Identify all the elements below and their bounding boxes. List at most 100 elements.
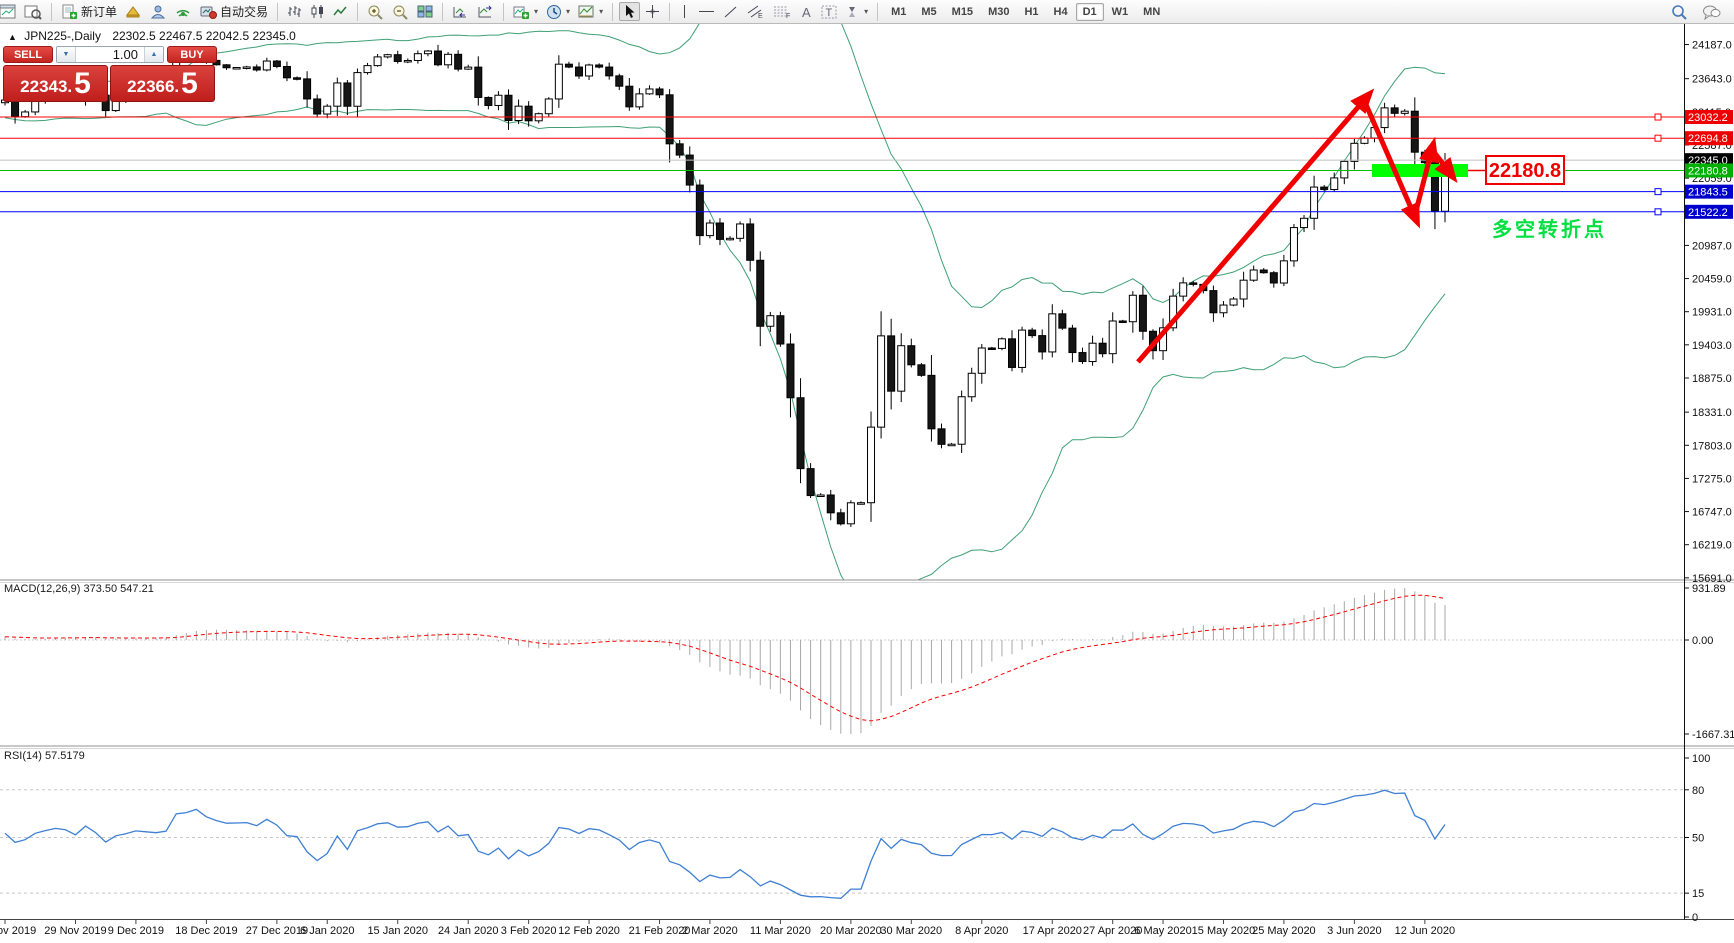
timeframe-w1[interactable]: W1 <box>1111 5 1129 18</box>
line-chart-icon[interactable] <box>330 3 351 20</box>
fibonacci-icon[interactable]: F <box>770 3 795 20</box>
dropdown-arrow-icon[interactable]: ▾ <box>864 7 869 16</box>
dropdown-arrow-icon[interactable]: ▾ <box>534 7 539 16</box>
timeframe-mn[interactable]: MN <box>1143 5 1161 18</box>
svg-text:F: F <box>786 13 790 19</box>
svg-text:3 Feb 2020: 3 Feb 2020 <box>501 925 557 937</box>
timeframe-group: M1 M5 M15 M30 H1 H4 D1 W1 MN <box>884 2 1167 21</box>
trend-arrow <box>1412 136 1439 216</box>
volume-input[interactable]: 1.00 <box>112 47 138 62</box>
arrows-icon[interactable]: ▾ <box>842 4 871 20</box>
trend-arrow <box>1361 99 1420 229</box>
periods-icon[interactable]: ▾ <box>543 3 573 21</box>
virtual-hosting-icon[interactable] <box>147 3 170 20</box>
channel-icon[interactable]: E <box>743 3 768 20</box>
svg-text:29 Nov 2019: 29 Nov 2019 <box>44 925 106 937</box>
search-icon[interactable] <box>1668 3 1691 21</box>
svg-text:80: 80 <box>1692 785 1704 797</box>
svg-text:20987.0: 20987.0 <box>1692 240 1732 252</box>
timeframe-h1[interactable]: H1 <box>1024 5 1039 18</box>
svg-text:8 Apr 2020: 8 Apr 2020 <box>955 925 1008 937</box>
svg-text:24 Jan 2020: 24 Jan 2020 <box>438 925 499 937</box>
data-window-icon[interactable] <box>21 3 45 21</box>
text-icon[interactable]: A <box>797 4 816 20</box>
new-chart-icon[interactable] <box>0 3 19 20</box>
volume-decrease-button[interactable]: ▼ <box>57 47 76 62</box>
auto-scroll-icon[interactable] <box>449 3 472 20</box>
separator <box>357 2 359 21</box>
horizontal-line-icon[interactable] <box>695 4 718 19</box>
svg-text:15691.0: 15691.0 <box>1692 573 1732 585</box>
svg-text:19403.0: 19403.0 <box>1692 340 1732 352</box>
svg-text:931.89: 931.89 <box>1692 583 1726 595</box>
svg-text:17275.0: 17275.0 <box>1692 473 1732 485</box>
separator <box>877 2 879 21</box>
timeframe-d1[interactable]: D1 <box>1075 2 1104 21</box>
svg-text:16219.0: 16219.0 <box>1692 540 1732 552</box>
sell-button[interactable]: SELL <box>3 46 53 63</box>
collapse-triangle-icon[interactable]: ▲ <box>8 32 17 42</box>
macd-pane <box>0 588 1684 734</box>
svg-text:11 Mar 2020: 11 Mar 2020 <box>750 925 811 937</box>
timeframe-m5[interactable]: M5 <box>921 5 937 18</box>
zoom-in-icon[interactable] <box>364 3 387 21</box>
autotrading-button[interactable]: 自动交易 <box>197 2 271 21</box>
dropdown-arrow-icon[interactable]: ▾ <box>599 7 604 16</box>
chart-shift-icon[interactable] <box>474 3 497 20</box>
svg-text:18875.0: 18875.0 <box>1692 373 1732 385</box>
macd-signal-line <box>4 594 1446 722</box>
separator <box>277 2 279 21</box>
toolbar: 新订单 自动交易 <box>0 0 1734 24</box>
sell-price-block[interactable]: 22343. 5 <box>3 65 108 102</box>
mql-editor-icon[interactable] <box>122 3 145 20</box>
buy-price-block[interactable]: 22366. 5 <box>110 65 215 102</box>
svg-text:21 Feb 2020: 21 Feb 2020 <box>629 925 691 937</box>
candlestick-chart-icon[interactable] <box>307 3 328 20</box>
trendline-icon[interactable] <box>720 4 741 20</box>
new-order-button[interactable]: 新订单 <box>58 2 120 21</box>
price-callout-text: 22180.8 <box>1489 160 1561 182</box>
timeframe-m30[interactable]: M30 <box>988 5 1010 18</box>
indicators-icon[interactable]: ▾ <box>510 3 541 21</box>
zoom-out-icon[interactable] <box>389 3 412 21</box>
svg-text:2 Mar 2020: 2 Mar 2020 <box>682 925 738 937</box>
buy-button[interactable]: BUY <box>167 46 217 63</box>
svg-text:27 Dec 2019: 27 Dec 2019 <box>246 925 308 937</box>
ohlc-values: 22302.5 22467.5 22042.5 22345.0 <box>112 29 296 43</box>
svg-text:15: 15 <box>1692 888 1704 900</box>
templates-icon[interactable]: ▾ <box>575 3 606 20</box>
volume-stepper: ▼ 1.00 ▲ <box>56 46 164 63</box>
vertical-line-icon[interactable] <box>676 3 693 20</box>
timeframe-h4[interactable]: H4 <box>1053 5 1068 18</box>
timeframe-m15[interactable]: M15 <box>951 5 974 18</box>
volume-increase-button[interactable]: ▲ <box>144 47 163 62</box>
svg-text:6 May 2020: 6 May 2020 <box>1134 925 1191 937</box>
signals-icon[interactable] <box>172 3 195 20</box>
new-order-label: 新订单 <box>81 5 118 19</box>
dropdown-arrow-icon[interactable]: ▾ <box>566 7 571 16</box>
tile-windows-icon[interactable] <box>414 3 436 20</box>
svg-text:19931.0: 19931.0 <box>1692 307 1732 319</box>
timeframe-m1[interactable]: M1 <box>891 5 907 18</box>
svg-text:12 Feb 2020: 12 Feb 2020 <box>558 925 620 937</box>
bar-chart-icon[interactable] <box>284 3 305 20</box>
crosshair-icon[interactable] <box>642 3 663 20</box>
svg-text:-1667.31: -1667.31 <box>1692 729 1734 741</box>
svg-text:22694.8: 22694.8 <box>1688 133 1728 145</box>
svg-text:23643.0: 23643.0 <box>1692 74 1732 86</box>
cursor-icon[interactable] <box>619 2 641 21</box>
svg-text:21522.2: 21522.2 <box>1688 207 1728 219</box>
price-scale[interactable]: 24187.023643.023115.022587.022059.021531… <box>1684 40 1734 924</box>
svg-text:30 Mar 2020: 30 Mar 2020 <box>880 925 942 937</box>
text-label-icon[interactable]: T <box>818 4 840 20</box>
note-text: 多空转折点 <box>1492 217 1607 241</box>
separator <box>612 2 614 21</box>
chat-icon[interactable] <box>1699 3 1724 21</box>
buy-price: 22366. <box>127 77 180 96</box>
svg-text:0: 0 <box>1692 912 1698 924</box>
svg-text:24187.0: 24187.0 <box>1692 40 1732 52</box>
rsi-line <box>4 789 1446 899</box>
